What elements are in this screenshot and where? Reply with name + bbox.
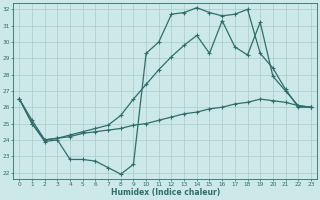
X-axis label: Humidex (Indice chaleur): Humidex (Indice chaleur) bbox=[110, 188, 220, 197]
